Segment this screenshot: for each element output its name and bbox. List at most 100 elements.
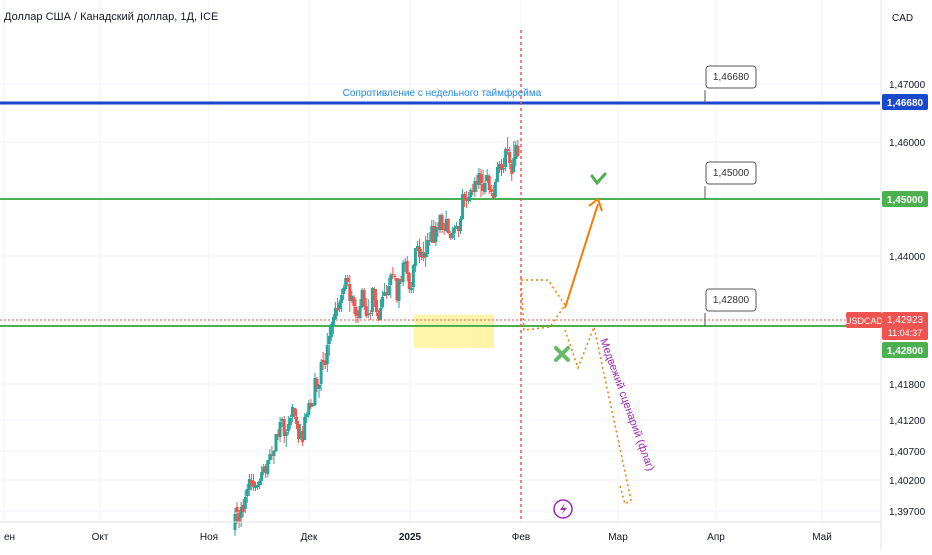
candle-body [387,286,391,295]
candle-body [284,432,288,436]
x-tick-label: Апр [707,532,725,543]
candlestick-series [233,137,520,536]
callout-box-145000[interactable] [705,161,757,185]
x-tick-label: Фев [512,532,530,543]
candle-body [506,149,510,151]
candle-body [374,300,378,312]
candle-body [323,361,327,365]
candle-body [319,362,323,384]
current-price-tag [882,312,928,340]
candle-body [338,303,342,309]
candle-body [372,289,376,300]
candle-body [262,467,266,472]
lightning-icon [560,503,567,515]
candle-body [422,252,426,258]
x-tick-label: Ноя [200,532,218,543]
candle-body [366,314,370,315]
candle-body [434,227,438,242]
candle-body [362,290,366,306]
candle-body [254,486,257,488]
candle-body [301,431,305,442]
flag-pattern-outline[interactable] [520,279,566,331]
candle-body [272,451,276,456]
candle-body [247,479,251,490]
callout-box-146680[interactable] [705,65,757,89]
candle-body [424,253,428,257]
countdown-text: 11:04:37 [888,328,922,338]
candle-body [258,481,262,485]
candle-body [514,145,518,159]
price-tag-146680 [882,94,928,110]
candle-body [331,317,335,325]
candle-body [411,265,415,287]
candle-body [313,378,317,405]
candle-body [391,274,395,275]
candle-body [389,275,393,285]
candle-body [436,228,440,229]
candle-body [432,226,436,243]
candle-body [237,513,241,522]
chart-title: Доллар США / Канадский доллар, 1Д, ICE [4,11,218,23]
candle-body [489,189,493,192]
candle-body [381,297,385,307]
candle-body [454,226,458,228]
candle-body [426,240,430,254]
candle-body [266,460,270,474]
candle-body [245,489,249,496]
candle-body [268,454,272,460]
candle-body [274,434,278,451]
candle-body [502,168,506,169]
candle-body [251,481,255,487]
candle-body [430,226,434,242]
price-tag-142800-text: 1,42800 [887,346,924,357]
time-axis-labels: ен Окт Ноя Дек 2025 Фев Мар Апр Май [4,532,832,543]
candle-body [370,288,374,312]
candle-body [241,505,245,512]
candle-body [508,152,512,163]
candle-body [327,336,331,344]
candle-body [493,182,497,197]
candle-body [317,385,321,389]
candle-body [282,419,286,436]
current-price-text: 1,42923 [887,315,924,326]
bullish-arrow-head [588,197,603,212]
candle-body [440,215,444,230]
candle-body [342,288,346,294]
x-tick-label: Дек [301,532,318,543]
candle-body [407,273,411,289]
y-tick-label: 1,44000 [889,252,926,263]
candle-body [352,297,356,306]
price-tag-145000 [882,191,928,207]
candle-body [321,360,325,362]
candle-body [475,181,479,184]
bullish-arrow-line[interactable] [564,203,599,309]
x-tick-label: Окт [92,532,109,543]
candle-body [444,219,448,231]
candle-body [346,278,350,282]
callout-text-142800: 1,42800 [713,295,750,306]
y-tick-label: 1,39700 [889,507,926,518]
resistance-label: Сопротивление с недельного таймфрейма [343,87,542,99]
y-tick-label: 1,40700 [889,447,926,458]
candle-body [286,424,290,431]
bearish-scenario-path[interactable] [564,324,632,506]
candle-body [256,485,260,487]
candle-body [409,288,413,290]
candle-body [235,507,239,512]
candle-body [487,176,491,190]
callout-text-146680: 1,46680 [713,72,750,83]
candle-body [399,279,403,281]
candle-body [348,284,352,301]
candle-body [379,308,383,320]
callout-box-142800[interactable] [705,288,757,312]
y-tick-label: 1,46000 [889,138,926,149]
candle-body [418,247,421,257]
candle-body [350,296,354,301]
candle-body [340,295,344,303]
callout-text-145000: 1,45000 [713,168,750,179]
candle-body [270,455,274,456]
price-axis[interactable] [881,0,932,550]
candle-body [303,417,307,440]
